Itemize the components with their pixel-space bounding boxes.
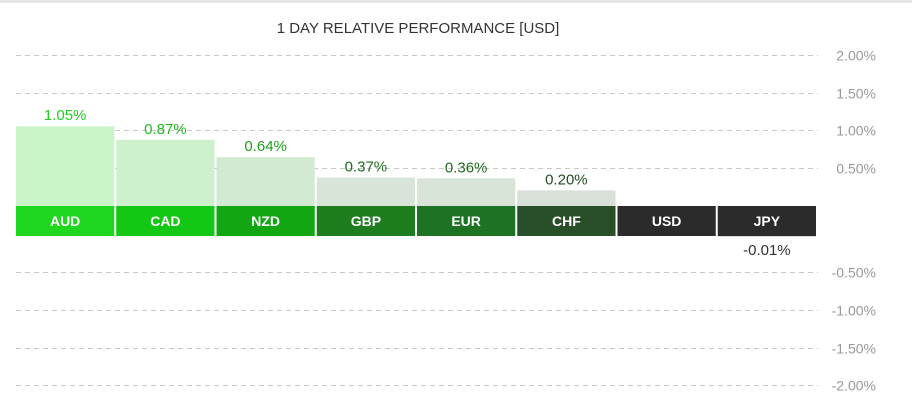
category-label: GBP	[351, 213, 381, 229]
value-label: 0.37%	[345, 159, 388, 176]
bar-jpy	[717, 236, 816, 237]
bar-cad	[116, 139, 215, 206]
category-strip-usd	[617, 206, 716, 236]
value-label: 0.36%	[445, 159, 488, 176]
bar-nzd	[216, 157, 315, 206]
category-label: CAD	[150, 213, 180, 229]
category-label: JPY	[754, 213, 781, 229]
category-strip-eur	[417, 206, 516, 236]
y-tick-label: -1.50%	[832, 341, 876, 357]
bar-gbp	[316, 177, 415, 206]
category-label: CHF	[552, 213, 581, 229]
y-tick-label: 0.50%	[836, 161, 876, 177]
category-strip-aud	[16, 206, 115, 236]
value-label: 0.20%	[545, 171, 588, 188]
category-strip-jpy	[717, 206, 816, 236]
category-strip-nzd	[216, 206, 315, 236]
bar-chf	[517, 190, 616, 206]
top-border	[0, 0, 912, 3]
value-label: 1.05%	[44, 107, 87, 124]
y-tick-label: -0.50%	[832, 265, 876, 281]
value-label: -0.01%	[743, 242, 791, 259]
bar-aud	[16, 126, 115, 206]
y-tick-label: -1.00%	[832, 303, 876, 319]
category-label: NZD	[251, 213, 280, 229]
category-strip-cad	[116, 206, 215, 236]
category-label: AUD	[50, 213, 80, 229]
y-tick-label: 1.50%	[836, 86, 876, 102]
category-label: EUR	[451, 213, 481, 229]
category-strip-gbp	[316, 206, 415, 236]
y-tick-label: -2.00%	[832, 378, 876, 394]
bar-eur	[417, 178, 516, 206]
y-tick-label: 1.00%	[836, 123, 876, 139]
category-label: USD	[652, 213, 682, 229]
y-tick-label: 2.00%	[836, 48, 876, 64]
chart-title: 1 DAY RELATIVE PERFORMANCE [USD]	[276, 20, 560, 37]
category-strip-chf	[517, 206, 616, 236]
value-label: 0.87%	[144, 121, 187, 138]
value-label: 0.64%	[244, 138, 287, 155]
